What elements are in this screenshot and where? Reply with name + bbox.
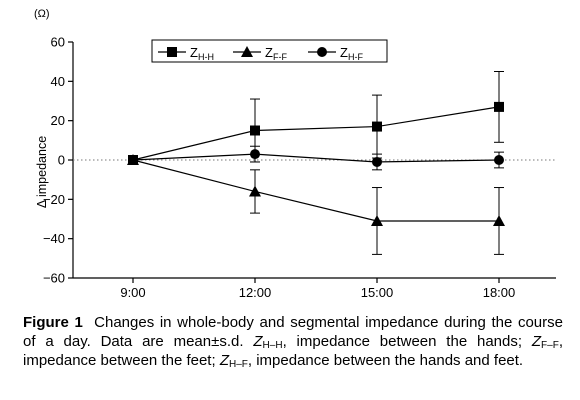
y-tick-label: −60 <box>43 271 65 286</box>
legend-marker <box>241 46 253 57</box>
caption-text-1: Changes in whole-body and segmental impe… <box>23 314 563 350</box>
y-tick-label: 20 <box>51 113 65 128</box>
caption-z1-sub: H–H <box>262 340 283 351</box>
data-point-f-f <box>249 185 261 197</box>
series-line-h-f <box>132 153 500 163</box>
y-axis-label: Δ impedance <box>35 136 49 208</box>
figure-caption: Figure 1 Changes in whole-body and segme… <box>23 313 563 370</box>
x-tick-label: 9:00 <box>120 285 145 300</box>
y-tick-label: −20 <box>43 192 65 207</box>
caption-pm: ± <box>211 333 220 350</box>
legend-box <box>151 39 388 63</box>
y-unit-label: (Ω) <box>34 8 50 20</box>
caption-z3-sub: H–F <box>228 359 248 370</box>
legend-marker <box>167 47 177 57</box>
chart-canvas: −60 −40 −20 0 20 40 60 9:00 12:00 15:00 18:00 Δ imp… <box>35 35 556 300</box>
caption-text-4: , impedance between the feet; <box>23 333 563 369</box>
legend-marker <box>317 47 327 57</box>
caption-z3: Z <box>219 352 229 369</box>
legend-label-sub: F-F <box>273 52 287 62</box>
caption-text-3: , impedance between the hands; <box>282 333 532 350</box>
y-tick-label: 60 <box>51 35 65 50</box>
legend-label-sub: H-H <box>198 52 214 62</box>
legend-label-sub: H-F <box>348 52 363 62</box>
data-point-h-h <box>494 101 504 112</box>
data-point-h-f <box>494 155 504 165</box>
y-tick-label: 0 <box>58 153 65 168</box>
data-point-h-f <box>372 156 382 167</box>
data-point-h-h <box>250 125 260 136</box>
data-point-f-f <box>493 214 505 226</box>
caption-z2: Z <box>531 333 542 350</box>
y-tick-label: −40 <box>43 231 65 246</box>
caption-z2-sub: F–F <box>541 340 559 351</box>
data-point-h-h <box>372 121 382 132</box>
x-tick-label: 15:00 <box>361 285 394 300</box>
series-line-f-f <box>132 159 499 222</box>
x-tick-label: 18:00 <box>483 285 516 300</box>
x-tick-label: 12:00 <box>239 285 272 300</box>
data-point-h-f <box>250 149 260 160</box>
caption-text-2: s.d. <box>219 333 254 350</box>
caption-text-5: , impedance between the hands and feet. <box>247 352 524 369</box>
caption-label: Figure 1 <box>23 314 83 331</box>
data-point-h-f <box>128 155 138 165</box>
caption-z1: Z <box>253 333 263 350</box>
series-line-h-h <box>132 106 500 161</box>
y-tick-label: 40 <box>51 74 65 89</box>
data-point-f-f <box>371 214 383 226</box>
